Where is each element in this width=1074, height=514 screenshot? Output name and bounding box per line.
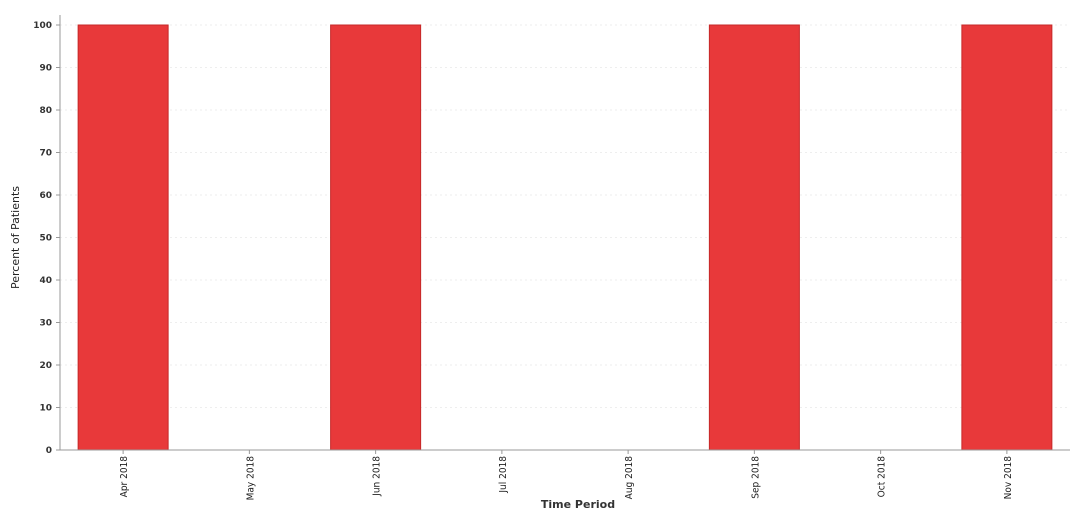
y-tick-label: 100 xyxy=(33,21,52,31)
x-tick-label: Jun 2018 xyxy=(372,456,383,497)
gridlines xyxy=(60,24,1070,408)
y-tick-label: 10 xyxy=(39,404,52,414)
x-tick-label: Jul 2018 xyxy=(498,456,509,494)
x-tick-label: Oct 2018 xyxy=(877,456,888,498)
x-tick-label: May 2018 xyxy=(245,456,256,501)
y-tick-labels: 0 10 20 30 40 50 60 70 80 90 100 xyxy=(33,21,60,456)
y-tick-label: 80 xyxy=(39,106,52,116)
bar xyxy=(961,24,1053,451)
bar xyxy=(77,24,169,451)
y-tick-label: 50 xyxy=(39,234,52,244)
x-tick-label: Apr 2018 xyxy=(119,456,130,498)
x-axis-title: Time Period xyxy=(541,498,615,511)
y-tick-label: 20 xyxy=(39,361,52,371)
y-tick-label: 0 xyxy=(46,446,52,456)
x-tick-label: Aug 2018 xyxy=(624,456,635,500)
y-tick-label: 30 xyxy=(39,319,52,329)
y-axis-title: Percent of Patients xyxy=(9,186,22,289)
x-tick-label: Nov 2018 xyxy=(1003,456,1014,500)
y-tick-label: 70 xyxy=(39,149,52,159)
y-tick-label: 60 xyxy=(39,191,52,201)
y-tick-label: 40 xyxy=(39,276,52,286)
bars xyxy=(77,24,1053,451)
y-tick-label: 90 xyxy=(39,64,52,74)
x-tick-labels: Apr 2018 May 2018 Jun 2018 Jul 2018 Aug 2018… xyxy=(119,450,1014,500)
bar xyxy=(330,24,422,451)
bar xyxy=(708,24,800,451)
axes xyxy=(59,15,1070,451)
x-tick-label: Sep 2018 xyxy=(750,456,761,499)
